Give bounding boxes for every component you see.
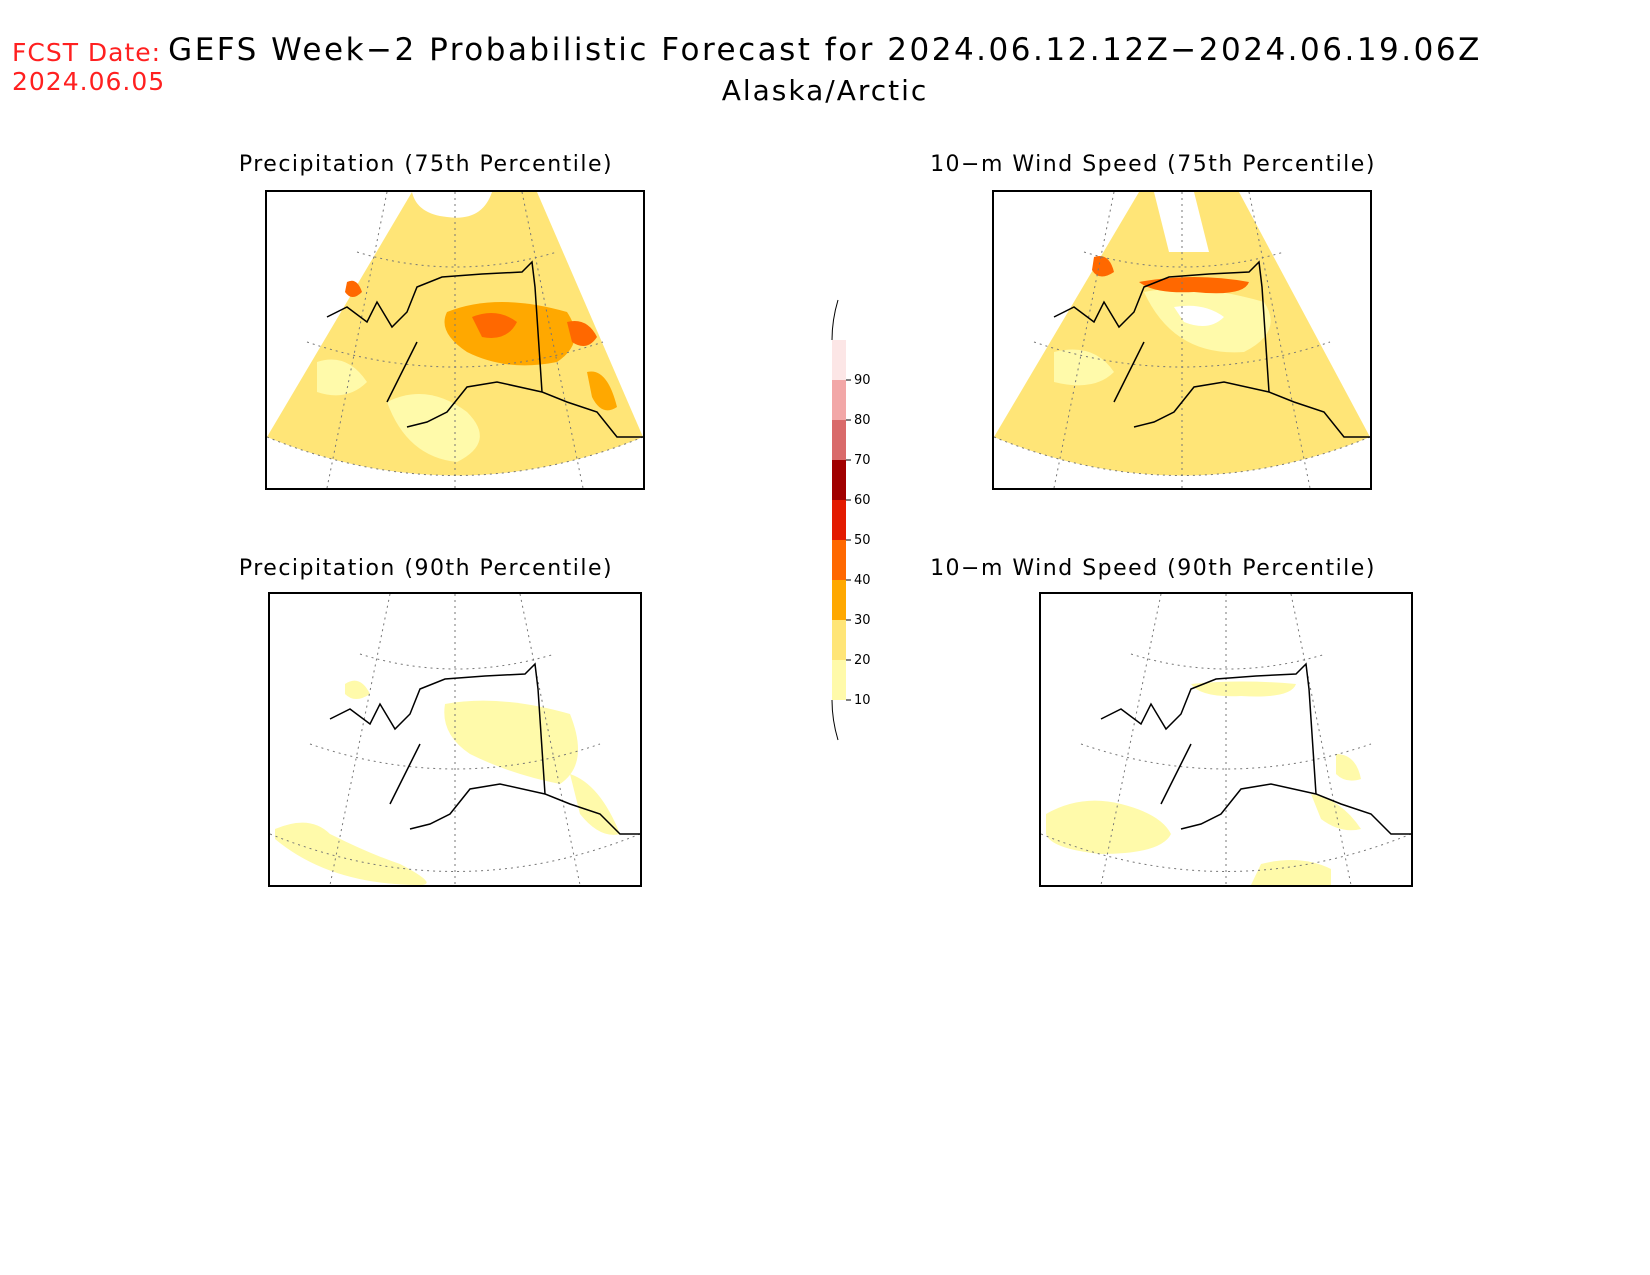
colorbar-label: 50 (854, 533, 871, 548)
panel-title-wind75: 10−m Wind Speed (75th Percentile) (930, 152, 1376, 177)
low-prob-region (317, 359, 367, 396)
mid-prob-region (587, 371, 617, 411)
low-prob-region (1054, 349, 1114, 386)
coastline (329, 662, 640, 835)
low-prob-region (444, 700, 578, 784)
high-prob-region (567, 321, 597, 346)
low-prob-region (1046, 800, 1171, 854)
map-precip75 (267, 192, 643, 488)
white-region (412, 192, 492, 218)
low-prob-region (387, 394, 480, 462)
colorbar-swatch (832, 420, 846, 460)
low-prob-region (1191, 681, 1296, 697)
colorbar-swatch (832, 500, 846, 540)
colorbar-swatch (832, 460, 846, 500)
colorbar-label: 60 (854, 493, 871, 508)
high-prob-region (345, 280, 362, 297)
forecast-date-label: FCST Date: (12, 38, 162, 67)
colorbar-swatch (832, 620, 846, 660)
page-title-line1: GEFS Week−2 Probabilistic Forecast for 2… (168, 32, 1482, 68)
map-panel-wind75 (992, 190, 1372, 490)
graticule (994, 192, 1370, 488)
low-prob-region (1336, 754, 1361, 781)
colorbar: 10 20 30 40 50 60 70 80 90 (820, 299, 900, 750)
low-prob-region (570, 774, 620, 835)
map-panel-precip75 (265, 190, 645, 490)
colorbar-svg: 10 20 30 40 50 60 70 80 90 (831, 299, 871, 741)
panel-title-precip90: Precipitation (90th Percentile) (238, 556, 614, 581)
panel-title-wind90: 10−m Wind Speed (90th Percentile) (930, 556, 1376, 581)
colorbar-top-arrow (831, 299, 839, 341)
colorbar-bottom-arrow (831, 699, 839, 741)
colorbar-label: 80 (854, 413, 871, 428)
high-prob-region (472, 313, 517, 338)
page-title-region: Alaska/Arctic (721, 74, 929, 107)
forecast-date: FCST Date: 2024.06.05 (12, 38, 165, 96)
map-wind90 (1041, 594, 1411, 885)
forecast-date-value: 2024.06.05 (12, 67, 166, 96)
graticule (1041, 594, 1411, 885)
colorbar-swatch (832, 580, 846, 620)
colorbar-swatch (832, 340, 846, 380)
colorbar-label: 70 (854, 453, 871, 468)
colorbar-label: 40 (854, 573, 871, 588)
low-prob-region (1251, 860, 1331, 885)
colorbar-swatch (832, 380, 846, 420)
coastline (326, 260, 643, 438)
colorbar-label: 10 (854, 693, 871, 708)
colorbar-label: 20 (854, 653, 871, 668)
low-prob-region (275, 822, 427, 885)
page-title: GEFS Week−2 Probabilistic Forecast for 2… (0, 32, 1650, 107)
map-wind75 (994, 192, 1370, 488)
map-precip90 (270, 594, 640, 885)
colorbar-swatch (832, 540, 846, 580)
graticule (267, 192, 643, 488)
panel-title-precip75: Precipitation (75th Percentile) (238, 152, 614, 177)
map-panel-wind90 (1039, 592, 1413, 887)
colorbar-label: 90 (854, 373, 871, 388)
coastline (1100, 662, 1411, 835)
low-prob-region (345, 680, 370, 699)
high-prob-region (1139, 277, 1249, 294)
colorbar-swatch (832, 660, 846, 700)
graticule (270, 594, 640, 885)
colorbar-label: 30 (854, 613, 871, 628)
map-panel-precip90 (268, 592, 642, 887)
coastline (1053, 260, 1370, 438)
high-prob-region (1092, 256, 1114, 277)
white-region (1174, 305, 1224, 326)
